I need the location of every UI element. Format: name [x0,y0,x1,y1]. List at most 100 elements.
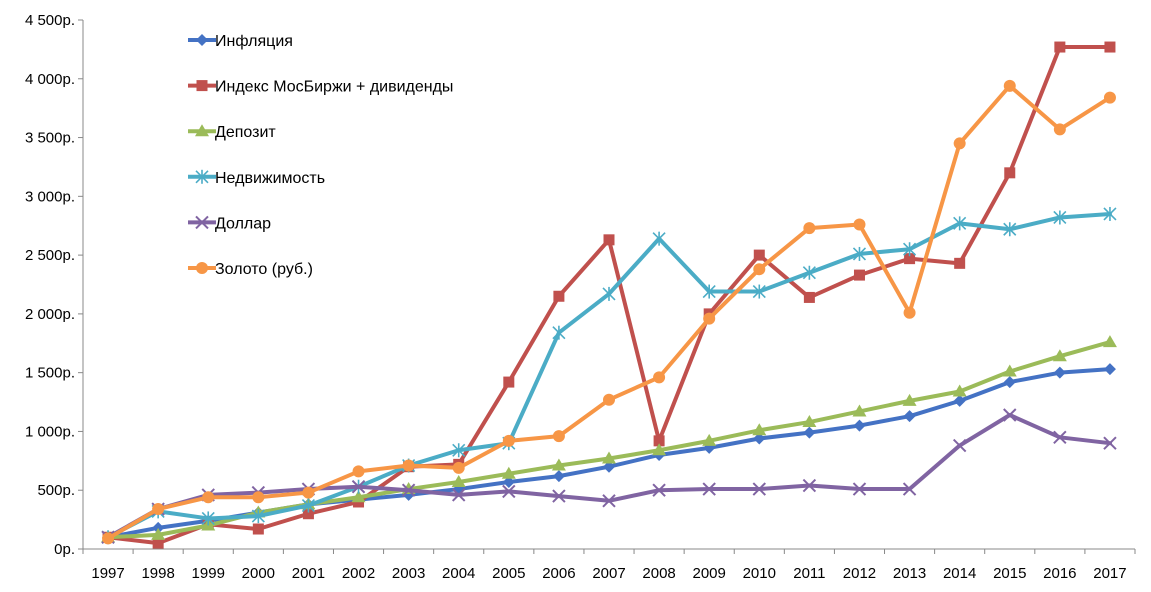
data-point [953,137,966,150]
y-tick-label: 3 500р. [25,130,75,147]
data-point [702,284,716,299]
x-tick-label: 2015 [993,565,1026,582]
x-tick-label: 2008 [642,565,675,582]
x-tick-label: 2003 [392,565,425,582]
data-point [451,474,466,487]
data-point [603,393,615,406]
data-point [102,532,115,545]
data-point [402,459,415,472]
legend-marker [195,124,209,137]
data-point [301,498,315,513]
data-point [1104,41,1116,53]
x-tick-label: 2012 [843,565,876,582]
legend: Инфляция Индекс МосБиржи + дивиденды Депоз… [188,33,453,278]
data-point [753,263,766,276]
data-point [152,521,165,534]
data-point [852,404,867,417]
data-point [1053,123,1066,136]
data-point [752,284,766,299]
data-point [551,458,566,471]
data-point [452,488,466,502]
data-point [802,415,817,428]
data-point [853,218,866,231]
x-tick-label: 2009 [693,565,726,582]
data-point [1003,376,1016,389]
series-5 [101,408,1117,544]
data-point [553,290,565,302]
legend-label: Инфляция [215,33,293,50]
legend-item: Недвижимость [188,169,325,187]
data-point [401,483,416,497]
data-point [351,479,366,494]
x-tick-label: 2017 [1093,565,1126,582]
legend-label: Золото (руб.) [215,261,313,278]
data-point [902,393,917,406]
legend-item: Депозит [188,124,276,141]
data-point [653,435,665,447]
y-tick-label: 1 000р. [25,423,75,440]
x-tick-label: 1998 [141,565,174,582]
data-point [552,489,566,503]
data-point [653,371,666,384]
data-point [1053,430,1067,445]
data-point [802,478,817,493]
data-point [552,470,565,483]
legend-item: Индекс МосБиржи + дивиденды [188,79,453,96]
data-point [753,432,766,445]
y-tick-label: 1 500р. [25,365,75,382]
data-point [853,269,865,281]
x-tick-label: 1999 [192,565,225,582]
data-point [703,312,716,325]
data-point [302,486,315,499]
y-tick-label: 2 000р. [25,306,75,323]
data-point [903,306,916,319]
data-point [552,430,565,443]
data-point [803,222,816,235]
data-point [1003,79,1016,92]
legend-marker [195,215,209,230]
data-point [652,231,666,246]
data-point [452,443,466,458]
data-point [1053,366,1066,379]
x-tick-label: 2006 [542,565,575,582]
data-point [202,491,215,504]
y-tick-label: 0р. [54,541,75,558]
x-tick-label: 2002 [342,565,375,582]
data-point [1002,364,1017,377]
data-point [803,426,816,439]
series-layer [101,41,1117,549]
legend-label: Депозит [215,124,276,141]
series-3 [101,335,1117,543]
legend-item: Инфляция [188,33,293,50]
data-point [1053,210,1067,225]
data-point [452,461,465,474]
data-point [1103,91,1116,104]
legend-item: Доллар [188,215,271,232]
y-tick-label: 4 500р. [25,12,75,29]
data-point [503,376,515,388]
x-tick-label: 2000 [242,565,275,582]
data-point [302,508,314,520]
data-point [752,423,767,436]
data-point [1103,436,1117,450]
data-point [352,465,365,478]
data-point [903,410,916,423]
data-point [953,216,967,231]
data-point [652,483,666,497]
x-tick-label: 2014 [943,565,976,582]
legend-marker [196,34,208,46]
y-tick-label: 4 000р. [25,71,75,88]
legend-label: Индекс МосБиржи + дивиденды [215,79,453,96]
data-point [1054,41,1066,53]
legend-label: Доллар [215,215,271,232]
data-point [502,434,515,447]
data-point [602,451,616,464]
legend-marker [196,80,208,92]
x-tick-label: 2005 [492,565,525,582]
data-point [903,242,917,257]
x-tick-label: 1997 [91,565,124,582]
data-point [902,482,917,496]
data-point [252,523,264,535]
data-point [952,438,967,453]
